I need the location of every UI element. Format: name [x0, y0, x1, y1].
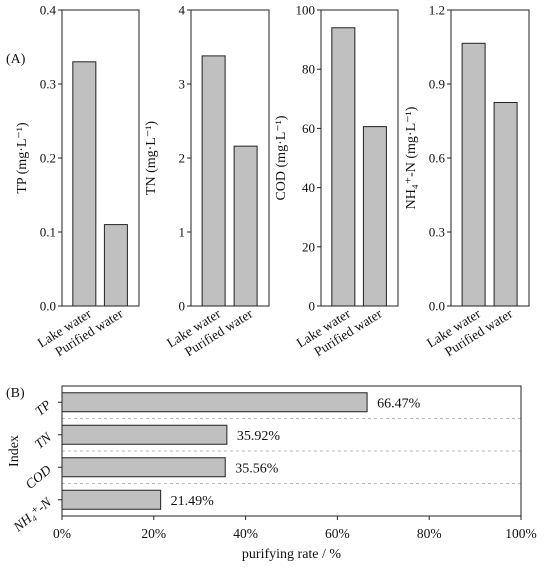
bar	[61, 424, 228, 445]
y-tick-label: 0.3	[429, 225, 445, 240]
bar	[362, 126, 387, 307]
x-axis-label: purifying rate / %	[242, 547, 341, 562]
y-tick-label: 40	[302, 180, 315, 195]
axis-frame	[61, 385, 522, 517]
y-axis-label: Index	[7, 435, 22, 467]
axis-frame	[320, 9, 399, 307]
bar	[461, 42, 486, 307]
data-label: 35.56%	[235, 461, 279, 476]
bar	[201, 55, 226, 307]
y-tick-label: 0.3	[40, 77, 56, 92]
y-tick-label: 0.9	[429, 77, 445, 92]
y-tick-label: 0.0	[40, 299, 56, 314]
bar	[61, 489, 162, 510]
y-axis-label: TP (mg·L⁻¹)	[15, 122, 30, 194]
y-tick-label: 0.6	[429, 151, 446, 166]
x-tick-label: 100%	[505, 526, 537, 541]
bar	[61, 457, 226, 478]
x-tick-label: 60%	[325, 526, 350, 541]
data-label: 66.47%	[377, 396, 421, 411]
y-tick-label: 0.4	[40, 3, 57, 18]
bar	[493, 102, 518, 307]
y-tick-label: 2	[179, 151, 186, 166]
y-tick-label: TN	[32, 429, 55, 452]
data-label: 21.49%	[171, 494, 215, 509]
y-tick-label: TP	[32, 397, 54, 419]
y-tick-label: 0	[309, 299, 316, 314]
panel-label-a: (A)	[6, 52, 26, 67]
chart-1: 0.00.10.20.30.4TP (mg·L⁻¹)Lake waterPuri…	[15, 3, 140, 359]
y-tick-label: COD	[22, 462, 54, 492]
panel-label-b: (B)	[6, 386, 25, 401]
y-axis-label: COD (mg·L⁻¹)	[274, 115, 289, 200]
bar	[61, 392, 368, 413]
y-tick-label: 1.2	[429, 3, 445, 18]
bar	[72, 61, 97, 307]
y-tick-label: 100	[296, 3, 316, 18]
x-tick-label: 20%	[141, 526, 166, 541]
bar	[103, 224, 128, 307]
x-tick-label: 0%	[53, 526, 71, 541]
y-tick-label: 4	[179, 3, 186, 18]
y-tick-label: 0.2	[40, 151, 56, 166]
y-axis-label: NH₄⁺-N (mg·L⁻¹)	[404, 106, 419, 209]
y-tick-label: 0.0	[429, 299, 445, 314]
bar	[233, 145, 258, 307]
y-tick-label: 1	[179, 225, 186, 240]
y-tick-label: 20	[302, 239, 315, 254]
y-tick-label: 0.1	[40, 225, 56, 240]
y-tick-label: NH₄⁺-N	[10, 494, 55, 535]
chart-5: 0% 20% 40% 60% 80% 100% purifying rate / % 66.4…	[7, 385, 537, 562]
bar	[331, 27, 356, 307]
y-tick-label: 80	[302, 62, 315, 77]
x-tick-label: 80%	[417, 526, 442, 541]
y-tick-label: 3	[179, 77, 186, 92]
y-tick-label: 60	[302, 121, 315, 136]
x-tick-label: 40%	[233, 526, 258, 541]
y-tick-label: 0	[179, 299, 186, 314]
data-label: 35.92%	[237, 429, 281, 444]
y-axis-label: TN (mg·L⁻¹)	[144, 121, 159, 196]
